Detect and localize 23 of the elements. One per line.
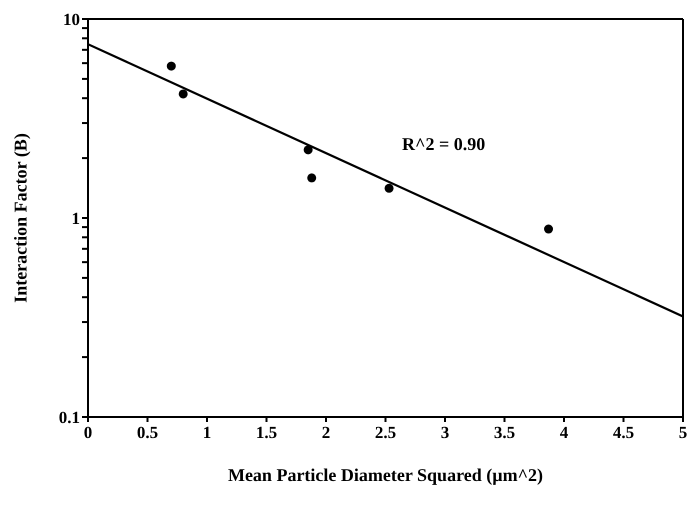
point (307, 173, 316, 182)
x-tick-label: 1.5 (256, 423, 278, 442)
x-tick-label: 0.5 (136, 423, 158, 442)
y-tick-label: 0.1 (58, 408, 80, 428)
x-tick-label: 3.5 (494, 423, 516, 442)
y-tick-label: 1 (72, 209, 80, 228)
point (544, 224, 554, 234)
x-tick-label: 5 (678, 423, 688, 442)
x-axis-title: Mean Particle Diameter Squared (µm^2) (228, 465, 544, 485)
x-tick-label: 4 (560, 423, 569, 442)
y-tick-label: 10 (63, 10, 80, 30)
x-tick-label: 3 (440, 423, 450, 442)
point (178, 89, 188, 98)
x-tick-label: 0 (84, 423, 92, 442)
x-tick-label: 1 (202, 423, 212, 442)
x-tick-label: 2.5 (374, 423, 396, 442)
point (304, 145, 313, 154)
x-tick-label: 2 (322, 423, 330, 442)
x-tick-label: 4.5 (612, 423, 634, 442)
y-axis-title: Interaction Factor (B) (10, 133, 30, 303)
point (384, 184, 394, 193)
annotation: R^2 = 0.90 (402, 134, 486, 155)
point (166, 62, 176, 71)
